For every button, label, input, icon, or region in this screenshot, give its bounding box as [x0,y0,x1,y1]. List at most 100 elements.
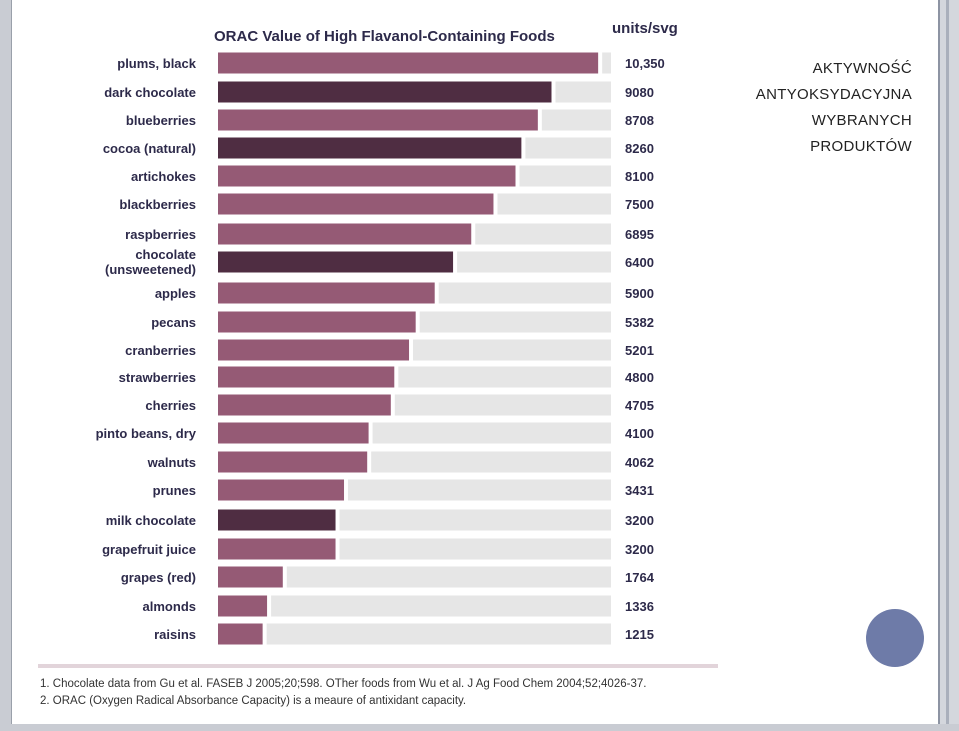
value-label: 5382 [625,315,654,330]
bar-track [555,81,611,103]
category-label: dark chocolate [104,85,196,100]
value-label: 3431 [625,483,654,498]
bar [218,538,336,560]
category-label: cocoa (natural) [103,141,196,156]
bar [218,251,454,273]
footnote-1: 1. Chocolate data from Gu et al. FASEB J… [40,678,647,690]
category-label: grapes (red) [121,570,196,585]
category-label: strawberries [119,370,196,385]
slide-title-line: PRODUKTÓW [810,138,912,155]
bar [218,165,516,187]
category-label: cherries [145,398,196,413]
category-label: artichokes [131,169,196,184]
category-label: prunes [153,483,196,498]
category-label: chocolate [135,247,196,262]
bar-track [266,623,611,645]
slide-right-border [938,0,959,731]
bar-track [271,595,611,617]
value-label: 6895 [625,227,654,242]
category-label: plums, black [117,56,197,71]
bar-track [348,479,611,501]
bar [218,223,472,245]
slide-title-line: AKTYWNOŚĆ [812,60,912,77]
category-label: raspberries [125,227,196,242]
bar [218,282,435,304]
slide-title-line: WYBRANYCH [811,112,912,129]
bar [218,52,599,74]
value-label: 4100 [625,426,654,441]
bar [218,451,368,473]
bar-track [541,109,611,131]
bar-track [394,394,611,416]
value-label: 4062 [625,455,654,470]
bar-track [519,165,611,187]
slide-left-border [0,0,12,731]
category-label: blueberries [126,113,196,128]
bar-track [419,311,611,333]
bar-track [339,538,611,560]
decorative-circle [866,609,924,667]
value-label: 6400 [625,255,654,270]
slide-title-line: ANTYOKSYDACYJNA [755,86,912,103]
value-label: 3200 [625,542,654,557]
bar-track [398,366,611,388]
value-label: 5201 [625,343,654,358]
category-label: walnuts [147,455,196,470]
category-label: pecans [151,315,196,330]
bar [218,137,522,159]
slide-title: AKTYWNOŚĆ ANTYOKSYDACYJNA WYBRANYCH PROD… [720,56,912,160]
footnote-2: 2. ORAC (Oxygen Radical Absorbance Capac… [40,695,467,707]
value-label: 3200 [625,513,654,528]
value-label: 1336 [625,599,654,614]
bar-track [413,339,611,361]
bar [218,339,410,361]
bar-track [286,566,611,588]
bar [218,311,416,333]
category-label: blackberries [119,197,196,212]
footnotes: 1. Chocolate data from Gu et al. FASEB J… [40,676,646,710]
bar [218,109,538,131]
bar-track [602,52,611,74]
category-label: apples [155,286,196,301]
value-label: 1215 [625,627,654,642]
footnote-divider [38,664,718,668]
bar [218,394,391,416]
category-label: (unsweetened) [105,262,196,277]
bar-track [372,422,611,444]
value-label: 8708 [625,113,654,128]
bar [218,509,336,531]
value-label: 1764 [625,570,655,585]
slide-bottom-border [0,724,959,731]
value-label: 4800 [625,370,654,385]
bar-track [457,251,611,273]
category-label: milk chocolate [106,513,196,528]
bar [218,623,263,645]
bar [218,422,369,444]
bar [218,595,268,617]
bar [218,193,494,215]
value-label: 10,350 [625,56,665,71]
value-label: 8100 [625,169,654,184]
bar [218,566,283,588]
bar [218,366,395,388]
value-label: 4705 [625,398,654,413]
category-label: raisins [154,627,196,642]
bar-track [525,137,611,159]
category-label: pinto beans, dry [96,426,197,441]
value-label: 5900 [625,286,654,301]
category-label: cranberries [125,343,196,358]
value-label: 9080 [625,85,654,100]
category-label: almonds [143,599,196,614]
value-label: 8260 [625,141,654,156]
bar-track [438,282,611,304]
bar [218,81,552,103]
bar-track [475,223,611,245]
category-label: grapefruit juice [102,542,196,557]
value-label: 7500 [625,197,654,212]
bar [218,479,345,501]
bar-track [497,193,611,215]
bar-track [339,509,611,531]
chart-title: ORAC Value of High Flavanol-Containing F… [214,28,555,45]
units-header: units/svg [612,20,678,37]
